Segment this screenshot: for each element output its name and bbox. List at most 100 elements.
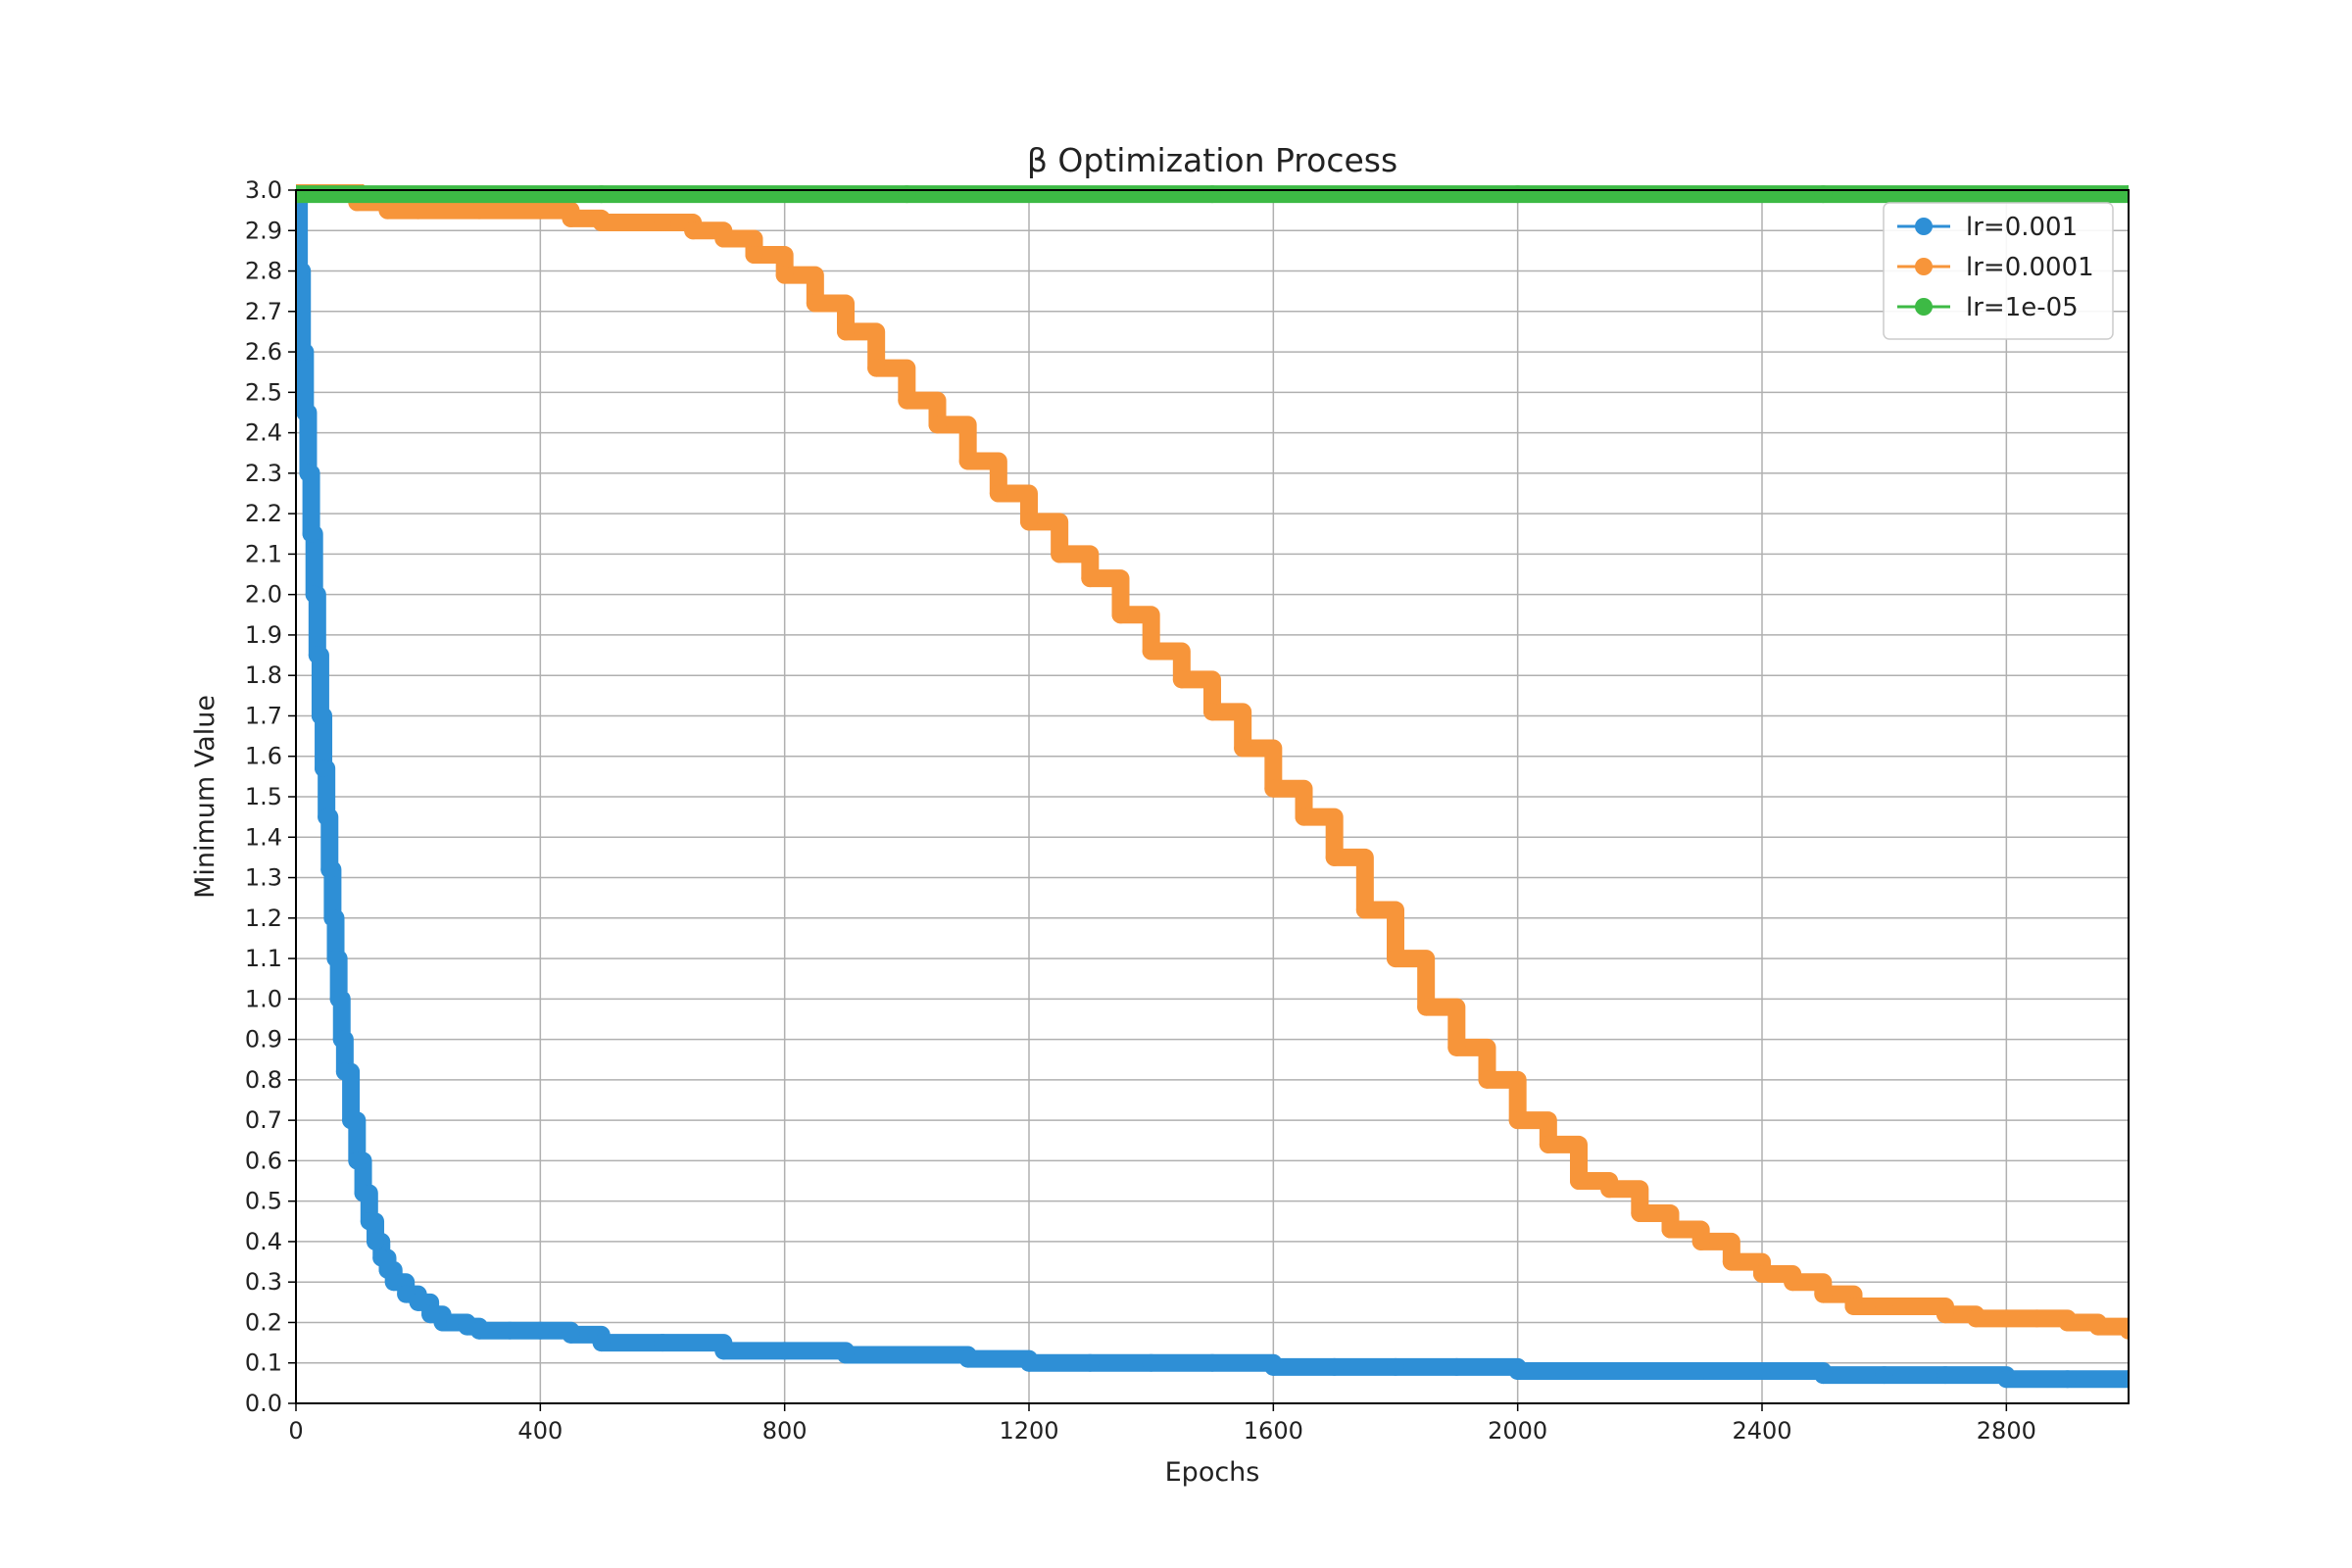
data-point xyxy=(867,359,886,377)
legend-item: lr=0.0001 xyxy=(1897,253,2094,282)
data-point xyxy=(1539,1135,1557,1153)
data-point xyxy=(1142,1353,1160,1372)
y-tick-label: 1.7 xyxy=(245,702,282,729)
y-tick-label: 0.2 xyxy=(245,1308,282,1336)
chart-title: β Optimization Process xyxy=(1027,141,1397,179)
data-point xyxy=(335,1062,354,1081)
data-point xyxy=(2120,1370,2129,1389)
data-point xyxy=(1051,545,1069,564)
data-point xyxy=(329,990,348,1008)
data-point xyxy=(1508,185,1527,204)
data-point xyxy=(1417,998,1436,1016)
legend-label: lr=0.001 xyxy=(1966,213,2078,242)
y-tick-label: 0.8 xyxy=(245,1066,282,1094)
data-point xyxy=(2088,1317,2107,1336)
y-tick-label: 2.8 xyxy=(245,258,282,285)
data-point xyxy=(714,1342,733,1360)
y-axis-label: Minimum Value xyxy=(190,695,220,899)
data-point xyxy=(1203,1353,1221,1372)
data-point xyxy=(320,860,339,879)
data-point xyxy=(1081,1353,1100,1372)
data-point xyxy=(1784,1273,1802,1292)
y-tick-label: 2.4 xyxy=(245,419,282,447)
data-point xyxy=(1691,1232,1710,1250)
axis-ticks: 0 400 800 1200 1600 2000 2400 2800 0.0 0.1 0.2 0.3 0… xyxy=(245,176,2036,1445)
y-tick-label: 1.3 xyxy=(245,864,282,892)
data-point xyxy=(1814,1366,1833,1385)
data-point xyxy=(296,343,312,362)
y-tick-label: 2.6 xyxy=(245,338,282,366)
data-point xyxy=(323,908,342,927)
data-point xyxy=(384,1273,403,1292)
legend-marker xyxy=(1915,258,1933,275)
data-point xyxy=(958,1349,977,1368)
data-point xyxy=(1478,1070,1496,1089)
legend-marker xyxy=(1915,218,1933,235)
data-point xyxy=(1875,1297,1893,1315)
data-point xyxy=(1387,1357,1404,1376)
x-tick-label: 1600 xyxy=(1244,1417,1303,1445)
data-point xyxy=(1203,703,1221,721)
data-point xyxy=(775,1342,794,1360)
data-point xyxy=(318,808,336,826)
y-tick-label: 1.6 xyxy=(245,743,282,770)
data-point xyxy=(1600,1180,1619,1199)
data-point xyxy=(654,214,671,232)
data-point xyxy=(1387,950,1404,968)
data-point xyxy=(1753,1264,1771,1283)
data-point xyxy=(1081,569,1100,588)
y-tick-label: 0.0 xyxy=(245,1390,282,1417)
data-point xyxy=(806,294,824,313)
y-tick-label: 1.2 xyxy=(245,905,282,932)
data-point xyxy=(745,246,763,265)
data-point xyxy=(898,391,916,410)
data-point xyxy=(433,1313,452,1332)
y-tick-label: 2.7 xyxy=(245,298,282,325)
data-point xyxy=(1142,642,1160,661)
data-point xyxy=(1264,779,1283,798)
data-point xyxy=(1631,1361,1649,1380)
data-point xyxy=(775,266,794,284)
data-point xyxy=(562,1325,580,1344)
y-tick-label: 2.3 xyxy=(245,460,282,487)
legend-box xyxy=(1883,202,2114,340)
data-point xyxy=(354,1184,372,1202)
series-lr=0.001 xyxy=(296,189,2129,1389)
data-point xyxy=(1570,1172,1588,1191)
legend-label: lr=0.0001 xyxy=(1966,253,2094,282)
data-point xyxy=(1172,670,1191,689)
data-point xyxy=(308,646,326,664)
legend-label: lr=1e-05 xyxy=(1966,293,2079,322)
data-point xyxy=(1875,1366,1893,1385)
y-tick-label: 0.6 xyxy=(245,1147,282,1174)
data-point xyxy=(1570,1361,1588,1380)
data-point xyxy=(501,1321,519,1340)
data-point xyxy=(1905,1297,1924,1315)
data-point xyxy=(654,1334,671,1352)
data-point xyxy=(837,1346,855,1364)
x-tick-label: 2000 xyxy=(1488,1417,1547,1445)
data-point xyxy=(531,201,550,220)
data-point xyxy=(1234,739,1252,758)
data-point xyxy=(1722,1252,1740,1271)
data-point xyxy=(378,201,397,220)
data-point xyxy=(562,209,580,227)
data-point xyxy=(2028,1309,2046,1328)
data-point xyxy=(1814,1285,1833,1303)
x-tick-label: 1200 xyxy=(999,1417,1058,1445)
data-point xyxy=(302,524,320,543)
y-tick-label: 2.5 xyxy=(245,378,282,406)
data-point xyxy=(1447,1357,1466,1376)
y-tick-label: 0.7 xyxy=(245,1106,282,1134)
y-tick-label: 1.5 xyxy=(245,783,282,810)
y-tick-label: 1.8 xyxy=(245,662,282,689)
data-point xyxy=(342,1111,361,1130)
y-tick-label: 1.1 xyxy=(245,945,282,972)
data-point xyxy=(958,452,977,470)
series-line xyxy=(296,184,2129,1340)
data-point xyxy=(1844,1297,1863,1315)
data-point xyxy=(360,1212,378,1231)
data-point xyxy=(311,707,329,725)
data-point xyxy=(1203,185,1221,204)
